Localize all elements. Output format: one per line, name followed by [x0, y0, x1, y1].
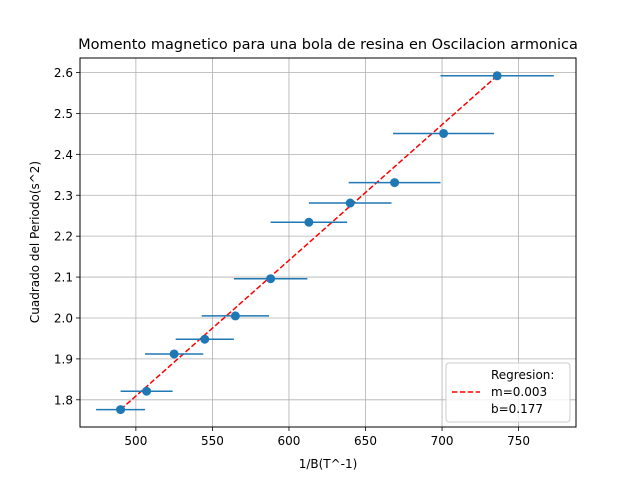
- x-axis-label: 1/B(T^-1): [299, 457, 358, 471]
- data-point: [304, 217, 314, 227]
- data-point: [169, 349, 179, 359]
- legend: Regresion: m=0.003 b=0.177: [445, 362, 571, 423]
- data-points: [116, 71, 502, 415]
- y-tick-label: 2.0: [54, 311, 73, 325]
- y-tick-label: 2.2: [54, 230, 73, 244]
- plot-frame: [79, 57, 577, 428]
- chart-title: Momento magnetico para una bola de resin…: [78, 37, 578, 53]
- data-point: [116, 405, 126, 415]
- data-point: [439, 128, 449, 138]
- data-point: [345, 198, 355, 208]
- x-tick-label: 550: [201, 434, 224, 448]
- y-axis-label: Cuadrado del Periodo(s^2): [28, 161, 42, 323]
- y-tick-label: 2.1: [54, 271, 73, 285]
- data-point: [492, 71, 502, 81]
- y-tick-label: 2.5: [54, 107, 73, 121]
- y-tick-label: 1.8: [54, 393, 73, 407]
- x-tick-label: 600: [278, 434, 301, 448]
- x-tick-label: 750: [507, 434, 530, 448]
- data-point: [266, 274, 276, 284]
- y-tick-label: 2.6: [54, 66, 73, 80]
- y-tick-label: 1.9: [54, 352, 73, 366]
- legend-line-2: m=0.003: [491, 385, 547, 399]
- data-point: [142, 386, 152, 396]
- y-tick-label: 2.3: [54, 189, 73, 203]
- legend-box: [445, 362, 571, 423]
- y-tick-label: 2.4: [54, 148, 73, 162]
- x-tick-label: 650: [354, 434, 377, 448]
- data-point: [390, 178, 400, 188]
- x-axis-ticks: 500 550 600 650 700 750: [124, 427, 530, 448]
- legend-line-3: b=0.177: [491, 402, 543, 416]
- x-tick-label: 700: [431, 434, 454, 448]
- legend-line-1: Regresion:: [491, 368, 554, 382]
- y-axis-ticks: 1.8 1.9 2.0 2.1 2.2 2.3 2.4 2.5 2.6: [54, 66, 80, 407]
- x-tick-label: 500: [124, 434, 147, 448]
- grid: [80, 58, 576, 427]
- data-point: [230, 311, 240, 321]
- data-point: [200, 334, 210, 344]
